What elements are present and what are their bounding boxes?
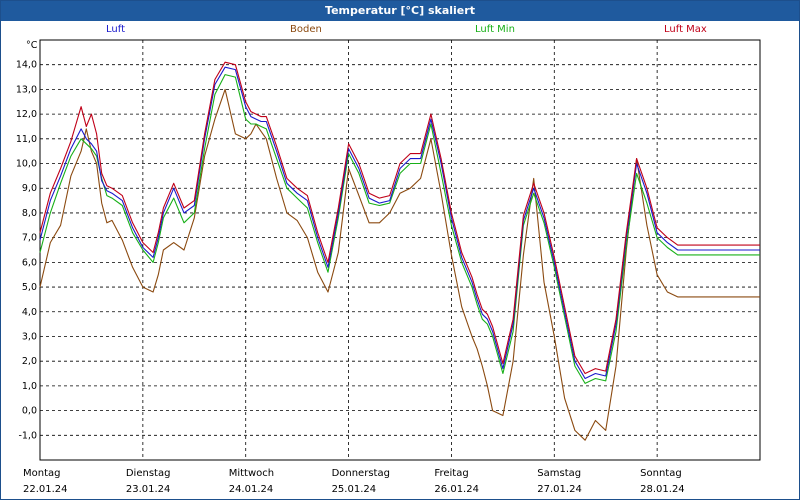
x-tick-day: Dienstag bbox=[126, 468, 171, 479]
y-tick-label: 10,0 bbox=[16, 159, 37, 170]
y-tick-label: 7,0 bbox=[22, 233, 37, 244]
y-axis-unit-label: °C bbox=[26, 40, 38, 51]
x-tick-day: Montag bbox=[23, 468, 60, 479]
series-line-luft-max bbox=[39, 61, 760, 375]
y-tick-label: 8,0 bbox=[22, 208, 37, 219]
y-tick-label: 14,0 bbox=[16, 60, 37, 71]
x-tick-date: 22.01.24 bbox=[23, 484, 68, 495]
legend-luft: Luft bbox=[106, 24, 125, 35]
series-lines bbox=[39, 61, 760, 441]
legend-luft-min: Luft Min bbox=[475, 24, 515, 35]
series-line-luft-min bbox=[39, 74, 760, 384]
x-tick-date: 24.01.24 bbox=[229, 484, 274, 495]
y-tick-label: 1,0 bbox=[22, 381, 37, 392]
x-tick-day: Mittwoch bbox=[229, 468, 274, 479]
x-tick-date: 27.01.24 bbox=[537, 484, 582, 495]
x-tick-date: 28.01.24 bbox=[640, 484, 685, 495]
y-tick-label: 0,0 bbox=[22, 406, 37, 417]
window-title: Temperatur [°C] skaliert bbox=[1, 1, 799, 21]
legend-boden: Boden bbox=[290, 24, 322, 35]
y-tick-label: -1,0 bbox=[18, 430, 37, 441]
legend-luft-max: Luft Max bbox=[664, 24, 707, 35]
y-tick-label: 2,0 bbox=[22, 356, 37, 367]
y-tick-label: 3,0 bbox=[22, 331, 37, 342]
x-tick-day: Samstag bbox=[537, 468, 581, 479]
x-tick-date: 26.01.24 bbox=[434, 484, 479, 495]
y-tick-label: 9,0 bbox=[22, 183, 37, 194]
y-tick-label: 4,0 bbox=[22, 307, 37, 318]
y-tick-label: 13,0 bbox=[16, 84, 37, 95]
y-tick-label: 6,0 bbox=[22, 257, 37, 268]
series-line-luft bbox=[39, 66, 760, 380]
series-line-boden bbox=[39, 88, 760, 441]
x-tick-day: Sonntag bbox=[640, 468, 682, 479]
x-tick-day: Donnerstag bbox=[332, 468, 390, 479]
y-axis-ticks: 14,0 13,0 12,0 11,0 10,0 9,0 8,0 7,0 6,0 5,0 4,0 3,… bbox=[16, 60, 37, 442]
x-tick-date: 23.01.24 bbox=[126, 484, 171, 495]
y-tick-label: 5,0 bbox=[22, 282, 37, 293]
x-tick-date: 25.01.24 bbox=[332, 484, 377, 495]
y-tick-label: 11,0 bbox=[16, 134, 37, 145]
y-tick-label: 12,0 bbox=[16, 109, 37, 120]
x-tick-day: Freitag bbox=[434, 468, 468, 479]
x-axis-ticks: Montag 22.01.24 Dienstag 23.01.24 Mittwoch 24… bbox=[23, 468, 685, 495]
